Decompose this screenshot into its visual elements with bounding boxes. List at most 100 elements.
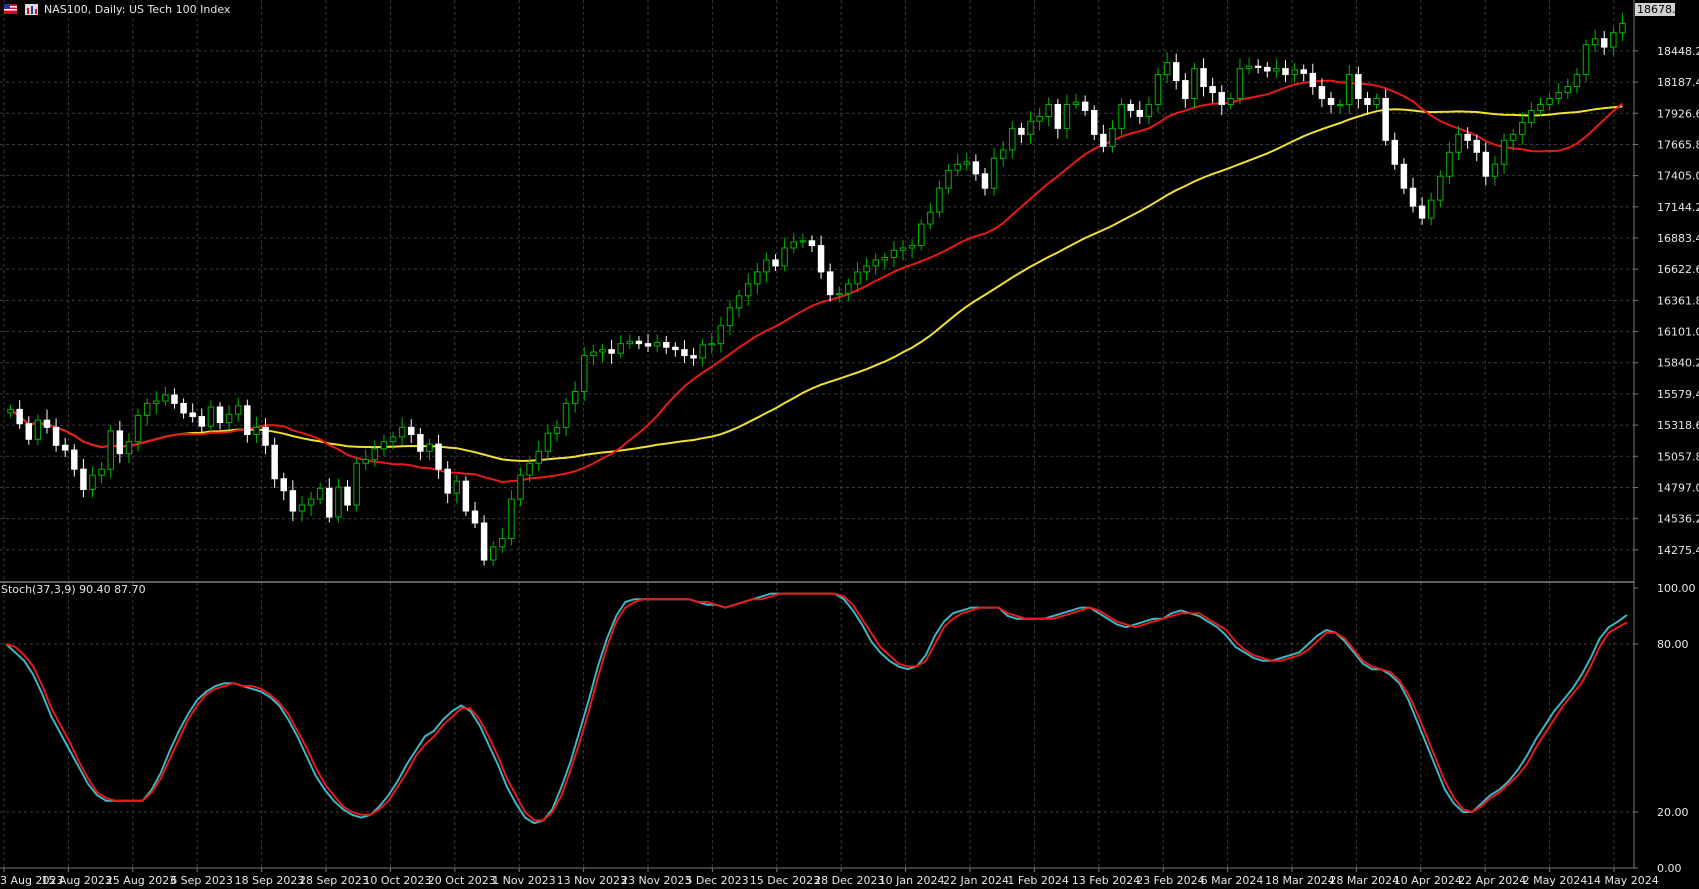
- candle: [1446, 142, 1453, 184]
- candle: [1427, 192, 1435, 226]
- candle: [326, 478, 333, 523]
- price-axis[interactable]: 18448.2 18187.4 17926.6 17665.8 17405.0 17144…: [1634, 45, 1699, 557]
- chart-header: NAS100, Daily: US Tech 100 Index Stoch(3…: [1, 3, 231, 596]
- candle: [171, 388, 178, 409]
- current-price-label: 18678.8: [1637, 3, 1683, 16]
- time-tick-label: 1 Feb 2024: [1007, 874, 1068, 887]
- candle: [1573, 68, 1581, 94]
- flag-icon: [4, 4, 17, 14]
- candle: [408, 419, 415, 444]
- chart-title: NAS100, Daily: US Tech 100 Index: [44, 3, 231, 16]
- candle: [71, 444, 78, 477]
- stoch-tick-label: 80.00: [1657, 638, 1689, 651]
- candle: [517, 467, 524, 507]
- candle: [1100, 124, 1107, 153]
- candle: [1482, 142, 1490, 186]
- price-tick-label: 17665.8: [1657, 138, 1699, 151]
- candle: [945, 164, 952, 195]
- candle: [1546, 93, 1553, 111]
- candle: [1154, 68, 1162, 113]
- candle: [1400, 158, 1408, 195]
- candle: [1254, 59, 1262, 74]
- candle: [1273, 58, 1280, 78]
- candle: [963, 152, 970, 171]
- candle: [735, 289, 743, 318]
- candle: [280, 472, 287, 501]
- time-tick-label: 15 Aug 2023: [41, 874, 111, 887]
- candle: [1027, 111, 1034, 144]
- candle: [1009, 121, 1016, 159]
- stochastic-panel[interactable]: [5, 592, 1628, 825]
- candle: [644, 334, 652, 353]
- time-tick-label: 20 Oct 2023: [428, 874, 496, 887]
- chart-type-icon[interactable]: [25, 4, 38, 15]
- candle: [1601, 30, 1608, 55]
- time-tick-label: 13 Nov 2023: [557, 874, 627, 887]
- candle: [80, 458, 87, 498]
- price-tick-label: 16622.6: [1657, 263, 1699, 276]
- candle: [836, 286, 843, 303]
- candle: [726, 300, 734, 335]
- candle: [1318, 78, 1326, 108]
- candle: [143, 398, 151, 426]
- candle: [535, 440, 542, 471]
- candle: [1063, 94, 1071, 139]
- candle: [1036, 107, 1043, 131]
- candle: [116, 420, 124, 463]
- candle: [754, 263, 761, 295]
- stoch-signal-line: [5, 592, 1628, 822]
- stoch-tick-label: 20.00: [1657, 806, 1689, 819]
- time-tick-label: 23 Nov 2023: [621, 874, 691, 887]
- price-tick-label: 17144.2: [1657, 201, 1699, 214]
- price-tick-label: 15318.6: [1657, 419, 1699, 432]
- candle: [1227, 92, 1235, 110]
- candle: [298, 496, 306, 522]
- price-tick-label: 16361.8: [1657, 294, 1699, 307]
- candle: [489, 540, 497, 566]
- candle: [854, 262, 861, 293]
- candle: [1519, 112, 1526, 145]
- candle: [863, 257, 870, 281]
- candle: [1245, 57, 1253, 75]
- candle: [981, 167, 989, 196]
- time-tick-label: 18 Sep 2023: [235, 874, 305, 887]
- time-tick-label: 1 Nov 2023: [492, 874, 555, 887]
- candle: [499, 528, 506, 554]
- current-price-tag: 18678.8: [1635, 3, 1683, 16]
- stoch-tick-label: 0.00: [1657, 862, 1682, 875]
- candle: [1591, 29, 1599, 53]
- time-tick-label: 6 Sep 2023: [170, 874, 233, 887]
- candle: [389, 431, 397, 450]
- indicator-label: Stoch(37,3,9) 90.40 87.70: [1, 583, 146, 596]
- candle: [480, 515, 488, 566]
- candle: [599, 344, 606, 363]
- candle: [1564, 78, 1572, 99]
- candle: [98, 462, 105, 484]
- candle: [153, 391, 160, 414]
- candle: [744, 273, 752, 306]
- candle: [581, 347, 588, 401]
- candle: [1355, 66, 1362, 109]
- time-tick-label: 10 Jan 2024: [879, 874, 945, 887]
- candle: [763, 252, 770, 283]
- candle: [526, 457, 533, 483]
- candle: [1191, 62, 1198, 109]
- candle: [1264, 61, 1271, 78]
- candle: [371, 440, 379, 467]
- candle: [16, 400, 23, 429]
- candle: [1127, 99, 1134, 118]
- stoch-axis[interactable]: 100.00 80.00 20.00 0.00: [1634, 582, 1696, 875]
- price-panel[interactable]: [7, 12, 1626, 566]
- candle: [1309, 63, 1317, 95]
- candle: [1336, 99, 1344, 114]
- candle: [1373, 93, 1380, 110]
- stoch-lines: [5, 592, 1628, 825]
- candle: [972, 154, 980, 181]
- candle: [398, 417, 406, 446]
- grid-lines: [0, 0, 1634, 868]
- candle: [52, 418, 60, 452]
- time-tick-label: 22 Jan 2024: [943, 874, 1009, 887]
- candle: [508, 490, 515, 546]
